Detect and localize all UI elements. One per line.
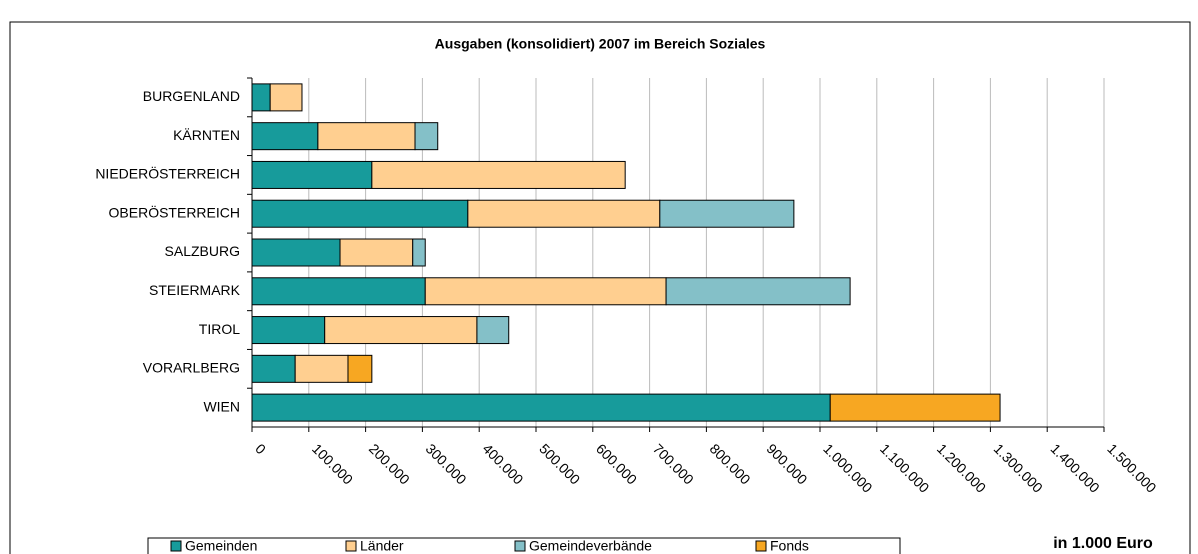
bar <box>829 393 1001 422</box>
bar <box>251 160 373 189</box>
legend-label: Länder <box>360 538 404 554</box>
bar <box>251 199 469 228</box>
y-tick-label: SALZBURG <box>165 243 240 259</box>
bar <box>347 354 373 383</box>
y-tick-label: VORARLBERG <box>143 360 240 376</box>
legend-label: Fonds <box>770 538 809 554</box>
y-tick-label: BURGENLAND <box>143 88 240 104</box>
bar <box>317 122 416 151</box>
bar <box>294 354 349 383</box>
bar <box>269 83 303 112</box>
bar <box>251 277 426 306</box>
bar <box>659 199 795 228</box>
bar <box>324 316 478 345</box>
y-tick-label: KÄRNTEN <box>173 127 240 143</box>
bar <box>339 238 414 267</box>
bar <box>251 316 326 345</box>
legend-swatch <box>514 540 526 552</box>
bar <box>251 122 319 151</box>
bar <box>251 354 296 383</box>
bar <box>424 277 667 306</box>
y-tick-label: STEIERMARK <box>149 282 241 298</box>
legend-swatch <box>755 540 767 552</box>
legend-label: Gemeinden <box>185 538 257 554</box>
legend-label: Gemeindeverbände <box>529 538 652 554</box>
bar <box>665 277 851 306</box>
bar <box>476 316 510 345</box>
y-tick-label: WIEN <box>203 398 240 414</box>
bar <box>467 199 661 228</box>
y-tick-label: TIROL <box>199 321 240 337</box>
y-tick-label: OBERÖSTERREICH <box>109 203 240 220</box>
y-tick-label: NIEDERÖSTERREICH <box>95 165 240 182</box>
bar <box>251 238 341 267</box>
x-axis-label: in 1.000 Euro <box>1053 535 1153 552</box>
bar <box>414 122 439 151</box>
legend-swatch <box>345 540 357 552</box>
bar <box>251 83 271 112</box>
chart-title: Ausgaben (konsolidiert) 2007 im Bereich … <box>435 36 766 52</box>
legend-swatch <box>170 540 182 552</box>
bar <box>412 238 426 267</box>
bar <box>251 393 831 422</box>
bar <box>371 160 626 189</box>
